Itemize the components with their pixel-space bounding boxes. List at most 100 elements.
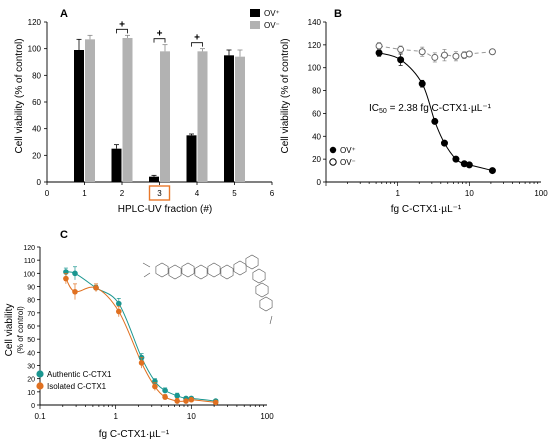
legend-swatch-ov-minus bbox=[250, 21, 260, 29]
y-tick-label: 20 bbox=[312, 155, 321, 164]
x-tick-label: 100 bbox=[534, 189, 548, 198]
x-tick-label: 1 bbox=[395, 189, 400, 198]
y-tick-label: 60 bbox=[32, 98, 41, 107]
data-point bbox=[115, 308, 122, 315]
bar bbox=[160, 51, 170, 183]
legend-label-ov-plus: OV⁺ bbox=[264, 9, 280, 18]
data-point bbox=[183, 398, 189, 404]
y-tick-label: 80 bbox=[32, 71, 41, 80]
bar bbox=[85, 39, 95, 183]
chart-a-bars bbox=[74, 34, 245, 183]
data-point bbox=[418, 48, 426, 56]
x-tick-label: 10 bbox=[187, 412, 196, 421]
y-tick-label: 50 bbox=[27, 337, 35, 344]
data-point bbox=[174, 392, 180, 399]
y-tick-label: 20 bbox=[32, 151, 41, 160]
molecule-bond bbox=[142, 262, 273, 325]
molecule-ring bbox=[245, 254, 259, 270]
chart-c-points bbox=[63, 266, 219, 406]
significance-bracket bbox=[191, 42, 203, 47]
data-point bbox=[152, 383, 158, 390]
y-tick-label: 40 bbox=[32, 125, 41, 134]
x-tick-label: 3 bbox=[157, 189, 162, 198]
data-point bbox=[397, 45, 405, 53]
y-tick-label: 70 bbox=[27, 311, 35, 318]
data-point bbox=[174, 398, 180, 404]
legend-label-b-ov-minus: OV⁻ bbox=[340, 158, 356, 167]
x-tick-label: 2 bbox=[120, 189, 125, 198]
molecule-ring bbox=[168, 264, 182, 280]
chart-b-points bbox=[375, 42, 496, 175]
legend-label-authentic: Authentic C-CTX1 bbox=[47, 370, 112, 379]
data-point bbox=[375, 49, 383, 57]
data-point bbox=[115, 300, 122, 307]
data-point bbox=[63, 275, 69, 282]
y-tick-label: 40 bbox=[27, 350, 35, 357]
legend-marker-authentic bbox=[36, 370, 44, 378]
data-point bbox=[431, 117, 439, 125]
y-tick-label: 100 bbox=[23, 271, 35, 278]
y-tick-label: 90 bbox=[27, 285, 35, 292]
chart-c-xlabel: fg C-CTX1·µL⁻¹ bbox=[99, 429, 170, 440]
y-tick-label: 100 bbox=[28, 45, 42, 54]
molecule-ring bbox=[155, 262, 169, 278]
bar bbox=[122, 38, 133, 182]
y-tick-label: 100 bbox=[308, 64, 322, 73]
data-point bbox=[72, 288, 78, 295]
ctx1-structure-illustration bbox=[142, 254, 273, 325]
significance-bracket bbox=[116, 28, 128, 34]
data-point bbox=[440, 139, 448, 147]
molecule-ring bbox=[259, 296, 273, 312]
chart-a-significance: + + + bbox=[116, 19, 203, 47]
data-point bbox=[72, 270, 78, 277]
y-tick-label: 140 bbox=[308, 18, 322, 27]
bar bbox=[149, 176, 159, 182]
data-point bbox=[162, 387, 168, 394]
chart-b: 1 10 100 0 20 40 60 80 100 120 140 Cell viability … bbox=[280, 18, 548, 215]
legend-marker-isolated bbox=[36, 382, 44, 390]
data-point bbox=[212, 399, 219, 406]
y-tick-label: 120 bbox=[28, 18, 42, 27]
highlighted-fraction-box bbox=[148, 185, 171, 201]
y-tick-label: 120 bbox=[23, 245, 35, 252]
x-tick-label: 0.1 bbox=[34, 412, 46, 421]
chart-c-ylabel-sub: (% of control) bbox=[16, 306, 25, 354]
legend-label-ov-minus: OV⁻ bbox=[264, 21, 280, 30]
y-tick-label: 10 bbox=[27, 390, 35, 397]
ic50-annotation: IC50 = 2.38 fg C-CTX1·µL⁻¹ bbox=[369, 103, 492, 115]
molecule-ring bbox=[252, 268, 266, 284]
chart-a-axes: 0 20 40 60 80 100 120 0 1 2 3 4 5 6 bbox=[28, 18, 275, 198]
significance-mark: + bbox=[119, 19, 125, 30]
y-tick-label: 0 bbox=[317, 178, 322, 187]
data-point bbox=[397, 56, 405, 64]
chart-b-ylabel: Cell viability (% of control) bbox=[280, 38, 291, 153]
data-point bbox=[431, 53, 439, 61]
data-point bbox=[138, 360, 145, 366]
data-point bbox=[488, 48, 496, 56]
x-tick-label: 5 bbox=[232, 189, 237, 198]
molecule-ring bbox=[255, 282, 269, 298]
data-point bbox=[488, 167, 496, 175]
panel-label-b: B bbox=[334, 8, 342, 20]
data-point bbox=[465, 50, 473, 58]
x-tick-label: 4 bbox=[195, 189, 200, 198]
data-point bbox=[452, 155, 460, 163]
significance-mark: + bbox=[194, 33, 200, 44]
data-point bbox=[440, 51, 448, 59]
y-tick-label: 60 bbox=[27, 324, 35, 331]
bar bbox=[224, 55, 234, 183]
bar bbox=[235, 56, 245, 182]
data-point bbox=[162, 394, 168, 400]
bar bbox=[111, 148, 122, 182]
molecule-ring bbox=[220, 264, 234, 280]
molecule-ring bbox=[181, 262, 195, 278]
molecule-ring bbox=[194, 264, 208, 280]
data-point bbox=[465, 161, 473, 169]
y-tick-label: 110 bbox=[24, 258, 35, 265]
legend-label-b-ov-plus: OV⁺ bbox=[340, 146, 356, 155]
chart-a: 0 20 40 60 80 100 120 0 1 2 3 4 5 6 + + + Cell viabilit… bbox=[14, 9, 280, 215]
x-tick-label: 100 bbox=[260, 412, 274, 421]
chart-c-ylabel: Cell viability bbox=[4, 304, 15, 357]
chart-b-axes: 1 10 100 0 20 40 60 80 100 120 140 bbox=[308, 18, 549, 198]
